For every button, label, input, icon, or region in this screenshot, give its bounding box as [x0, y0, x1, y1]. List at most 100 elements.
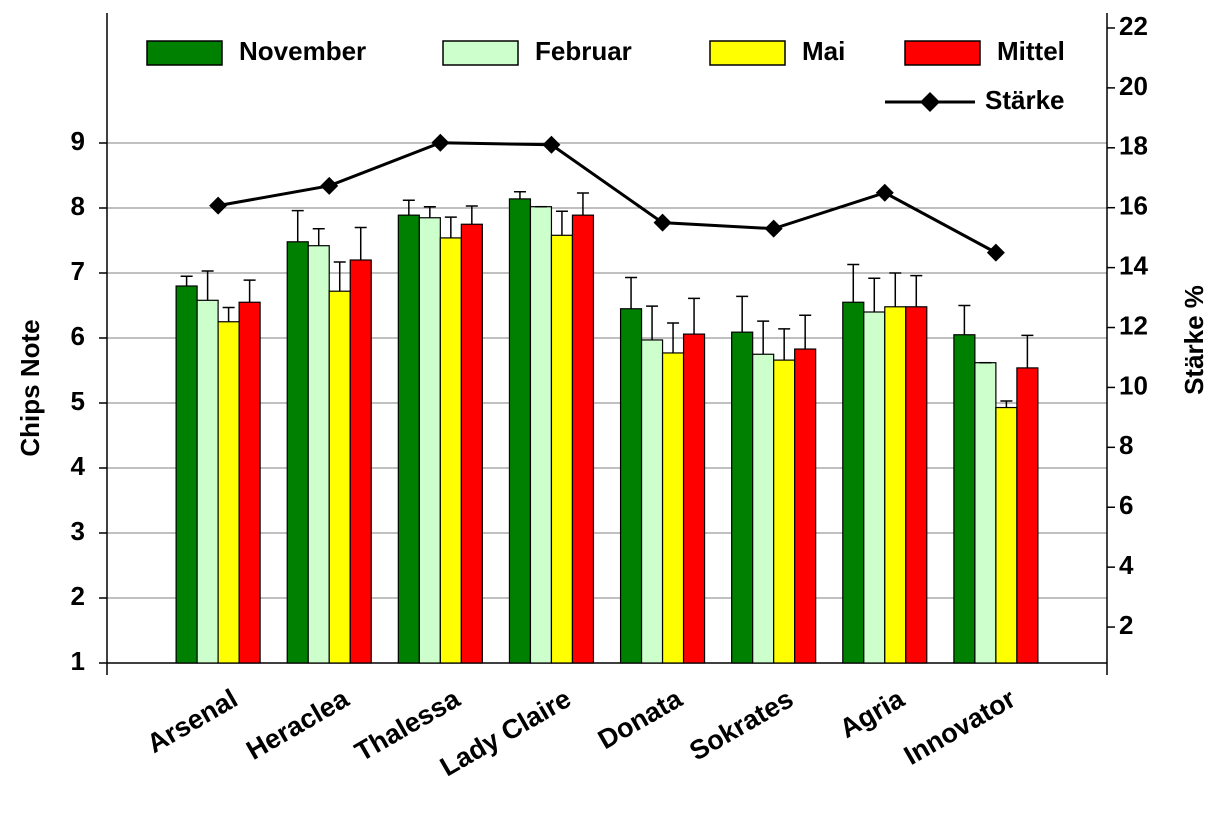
bar — [571, 214, 595, 664]
error-bar — [180, 275, 193, 286]
line-marker — [431, 133, 450, 152]
bar — [550, 234, 574, 664]
y-tick-label: 7 — [71, 256, 85, 286]
error-bar — [465, 205, 478, 225]
bar — [196, 299, 219, 664]
bar — [773, 359, 796, 664]
line-marker — [764, 219, 783, 238]
y2-axis-title: Stärke % — [1179, 285, 1209, 395]
y2-tick-label: 2 — [1119, 610, 1133, 640]
y2-tick-label: 8 — [1119, 430, 1133, 460]
legend-label: November — [239, 36, 366, 66]
bar — [286, 241, 309, 664]
bar — [974, 362, 997, 664]
bar — [619, 308, 643, 664]
error-bar — [402, 199, 415, 216]
error-bar — [910, 274, 923, 307]
y-tick-label: 8 — [71, 191, 85, 221]
bar — [731, 331, 754, 664]
bar — [863, 311, 886, 664]
error-bar — [868, 277, 881, 312]
error-bar — [576, 192, 589, 216]
bar — [752, 353, 775, 664]
error-bar — [799, 314, 812, 350]
error-bar — [312, 228, 325, 246]
error-bar — [333, 261, 346, 292]
bar — [905, 306, 928, 664]
y2-tick-label: 18 — [1119, 131, 1148, 161]
bar — [842, 301, 865, 664]
error-bar — [513, 191, 526, 199]
error-bar — [736, 295, 749, 333]
error-bar — [354, 226, 367, 260]
error-bar — [778, 328, 791, 361]
legend-swatch — [146, 40, 223, 66]
y2-tick-label: 6 — [1119, 490, 1133, 520]
bar — [508, 198, 532, 664]
y-tick-label: 9 — [71, 126, 85, 156]
y-tick-label: 6 — [71, 321, 85, 351]
bar — [995, 406, 1018, 664]
bar — [794, 348, 817, 664]
line-marker — [209, 196, 228, 215]
error-bar — [291, 209, 304, 242]
y-tick-label: 5 — [71, 386, 85, 416]
legend-swatch — [442, 40, 519, 66]
legend-swatch — [709, 40, 786, 66]
y-tick-label: 3 — [71, 516, 85, 546]
error-bar — [688, 297, 701, 335]
legend-label: Februar — [535, 36, 632, 66]
y-tick-label: 4 — [71, 451, 86, 481]
error-bar — [847, 263, 860, 303]
error-bar — [646, 305, 659, 340]
line — [217, 141, 997, 254]
error-bar — [1021, 334, 1034, 368]
error-bar — [757, 320, 770, 355]
bar — [1016, 367, 1039, 664]
legend-label: Mittel — [997, 36, 1065, 66]
bar — [439, 237, 462, 664]
y-tick-label: 1 — [71, 646, 85, 676]
y2-tick-label: 22 — [1119, 11, 1148, 41]
y2-tick-label: 4 — [1119, 550, 1134, 580]
line-marker — [986, 243, 1005, 262]
y-axis-title: Chips Note — [15, 319, 45, 456]
error-bar — [1000, 400, 1013, 408]
line-marker — [542, 135, 561, 154]
bar — [460, 223, 483, 664]
y2-tick-label: 10 — [1119, 370, 1148, 400]
error-bar — [423, 205, 436, 218]
error-bar — [201, 270, 214, 301]
error-bar — [444, 216, 457, 238]
line-marker — [875, 183, 894, 202]
error-bar — [889, 272, 902, 307]
y2-tick-label: 12 — [1119, 310, 1148, 340]
line-marker — [653, 213, 672, 232]
bar — [307, 245, 330, 664]
bar — [217, 321, 240, 664]
bar — [397, 214, 420, 664]
bar — [349, 259, 372, 664]
bar — [328, 290, 351, 664]
error-bar — [222, 306, 235, 322]
bar — [529, 206, 553, 664]
bar — [953, 334, 976, 664]
legend-label: Stärke — [985, 85, 1065, 115]
line-marker — [320, 176, 339, 195]
error-bar — [243, 279, 256, 303]
bar — [682, 333, 706, 664]
error-bar — [958, 304, 971, 335]
bar — [175, 285, 198, 664]
error-bar — [625, 276, 638, 309]
bar — [640, 339, 664, 664]
bar — [884, 306, 907, 664]
error-bar — [555, 210, 568, 236]
y-tick-label: 2 — [71, 581, 85, 611]
bar — [238, 301, 261, 664]
bar — [418, 217, 441, 664]
error-bar — [667, 322, 680, 353]
legend-label: Mai — [802, 36, 845, 66]
legend-swatch — [904, 40, 981, 66]
y2-tick-label: 14 — [1119, 250, 1148, 280]
